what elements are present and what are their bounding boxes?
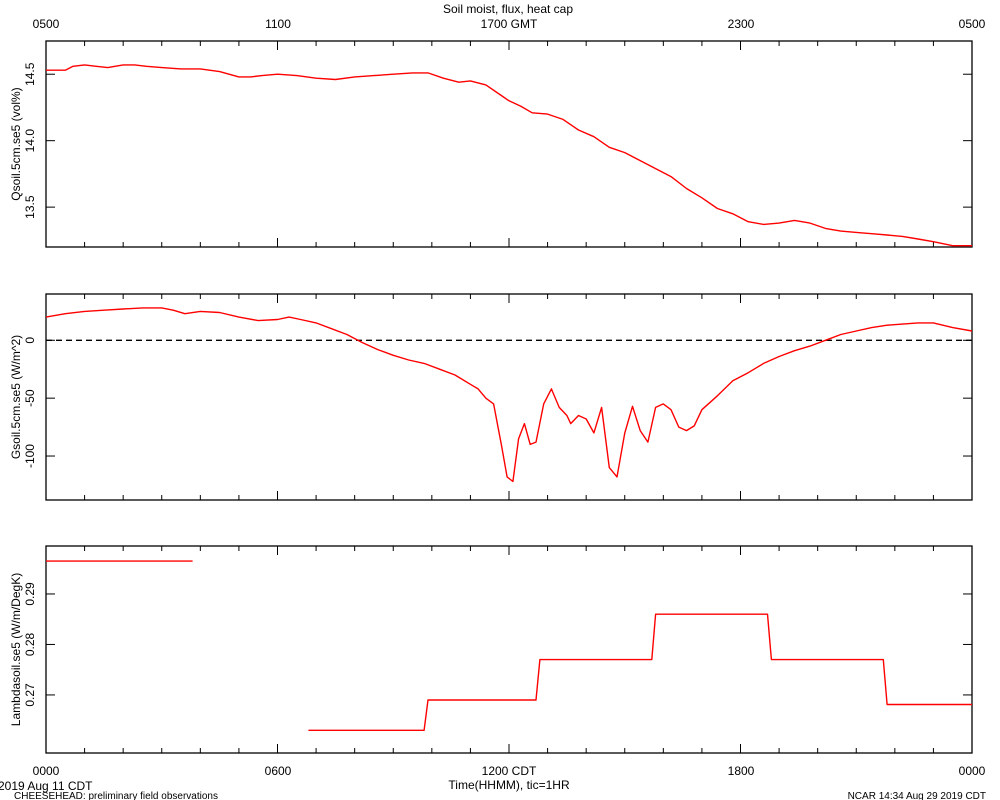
series-line xyxy=(308,613,972,731)
x-ticks xyxy=(45,41,973,247)
series-line xyxy=(45,307,973,483)
bottom-tick-label: 1200 CDT xyxy=(482,764,537,778)
bottom-tick-label: 1800 xyxy=(728,764,755,778)
bottom-tick-label: 0600 xyxy=(265,764,292,778)
x-ticks xyxy=(45,294,973,500)
top-tick-label: 0500 xyxy=(959,17,986,31)
y-ticks: 0.27 0.28 0.29 xyxy=(23,582,972,707)
top-axis-labels: 0500 1100 1700 GMT 2300 0500 xyxy=(33,17,986,31)
y-tick-label: 14.5 xyxy=(23,62,37,86)
footer: 2019 Aug 11 CDT CHEESEHEAD: preliminary … xyxy=(0,779,986,800)
date-label: 2019 Aug 11 CDT xyxy=(0,779,93,793)
y-axis-label: Gsoil.5cm.se5 (W/m^2) xyxy=(9,335,23,459)
project-label: CHEESEHEAD: preliminary field observatio… xyxy=(14,791,218,800)
y-tick-label: 13.5 xyxy=(23,195,37,219)
y-tick-label: 0 xyxy=(23,337,37,344)
y-tick-label: -50 xyxy=(23,389,37,407)
y-tick-label: 14.0 xyxy=(23,129,37,153)
bottom-tick-label: 0000 xyxy=(33,764,60,778)
plot-frame xyxy=(45,293,973,501)
series-line xyxy=(46,64,972,247)
x-axis-label: Time(HHMM), tic=1HR xyxy=(448,778,570,792)
top-tick-label: 1100 xyxy=(265,17,291,31)
y-axis-label: Lambdasoil.se5 (W/m/DegK) xyxy=(9,573,23,726)
bottom-tick-label: 0000 xyxy=(959,764,986,778)
y-ticks: -100 -50 0 xyxy=(23,337,972,468)
top-tick-label: 2300 xyxy=(728,17,755,31)
y-tick-label: 0.29 xyxy=(23,582,37,606)
plot-frame xyxy=(45,40,973,248)
y-tick-label: 0.27 xyxy=(23,683,37,707)
top-tick-label: 0500 xyxy=(33,17,60,31)
top-tick-label: 1700 GMT xyxy=(481,17,538,31)
bottom-axis-labels: 0000 0600 1200 CDT 1800 0000 Time(HHMM),… xyxy=(33,764,986,792)
y-tick-label: 0.28 xyxy=(23,632,37,656)
y-ticks: 13.5 14.0 14.5 xyxy=(23,62,972,219)
y-tick-label: -100 xyxy=(23,444,37,468)
chart-title: Soil moist, flux, heat cap xyxy=(443,2,573,16)
y-axis-label: Qsoil.5cm.se5 (vol%) xyxy=(9,87,23,200)
timestamp-label: NCAR 14:34 Aug 29 2019 CDT xyxy=(848,791,986,800)
plot-frame xyxy=(45,545,973,754)
x-ticks xyxy=(45,546,973,753)
